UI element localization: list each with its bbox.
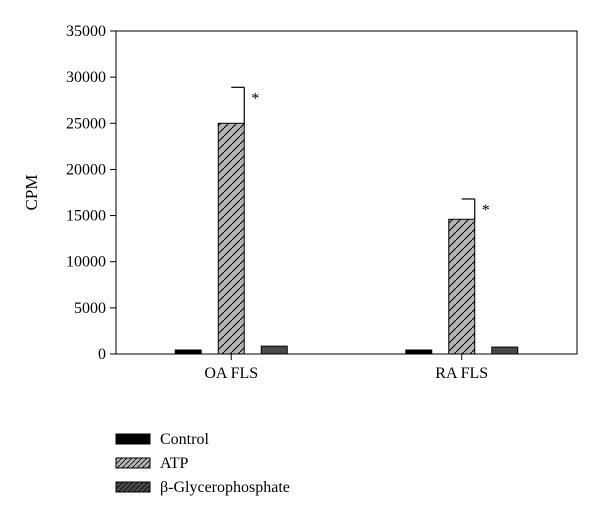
y-tick-label: 25000 xyxy=(66,115,106,132)
significance-marker: * xyxy=(482,202,490,219)
y-tick-label: 15000 xyxy=(66,208,106,225)
legend-swatch--glycerophosphate xyxy=(115,481,151,493)
y-tick-label: 10000 xyxy=(66,254,106,271)
plot-frame xyxy=(115,30,578,355)
bar--glycerophosphate-oa-fls xyxy=(260,345,288,355)
y-tick-label: 5000 xyxy=(74,300,106,317)
y-tick-label: 30000 xyxy=(66,69,106,86)
legend-label: Control xyxy=(160,431,209,448)
y-tick-label: 0 xyxy=(98,346,106,363)
bar--glycerophosphate-ra-fls xyxy=(491,346,519,355)
y-axis-title: CPM xyxy=(22,175,41,211)
legend-swatch-atp xyxy=(115,457,151,469)
legend-label: β-Glycerophosphate xyxy=(160,479,290,496)
legend-label: ATP xyxy=(160,455,189,472)
x-tick-label: OA FLS xyxy=(204,365,258,382)
y-tick-label: 35000 xyxy=(66,23,106,40)
bar-control-oa-fls xyxy=(174,349,202,355)
bar-atp-ra-fls xyxy=(448,218,476,355)
bar-control-ra-fls xyxy=(405,349,433,355)
x-tick-label: RA FLS xyxy=(435,365,488,382)
legend-swatch-control xyxy=(115,433,151,445)
bar-atp-oa-fls xyxy=(217,122,245,355)
significance-marker: * xyxy=(251,90,259,107)
y-tick-label: 20000 xyxy=(66,161,106,178)
